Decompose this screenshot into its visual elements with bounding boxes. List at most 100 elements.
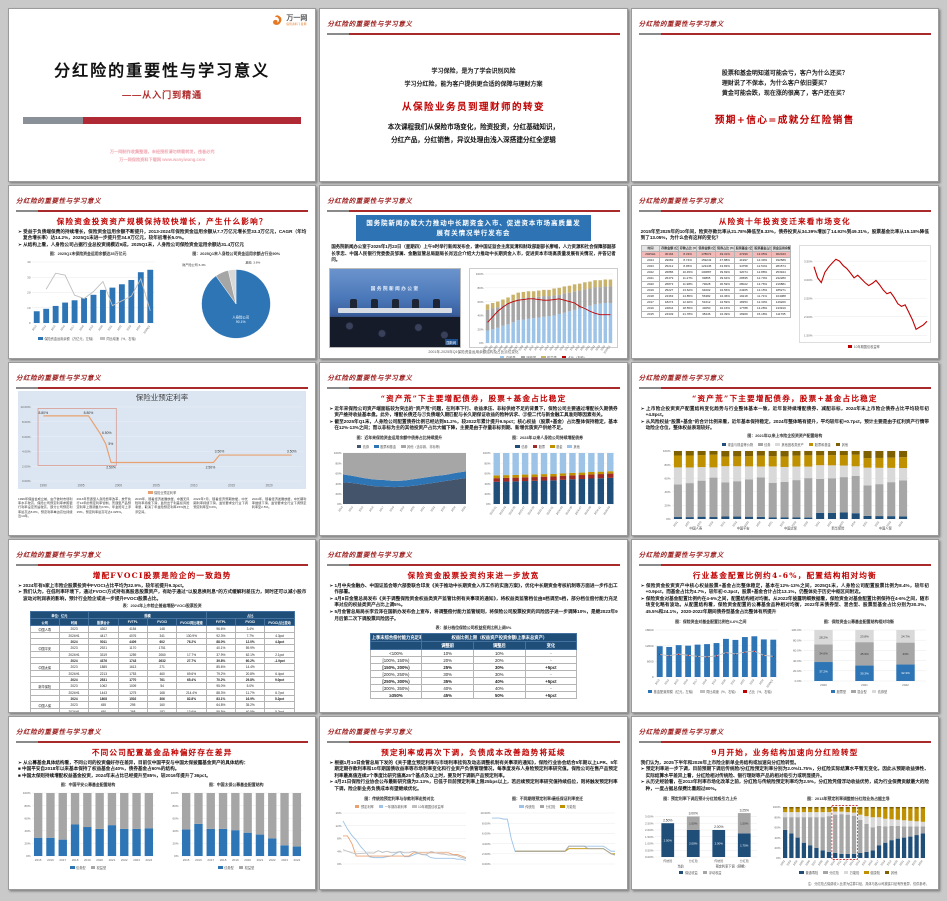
- slide-thumbnail-7[interactable]: 分红险的重要性与学习意义 保险业预定利率 0.00% 2.00% 4.00% 6.00%…: [8, 362, 317, 536]
- slide-thumbnail-1[interactable]: 万一网 保险资料下载网 分红险的重要性与学习意义 ——从入门到精通 万一网制作收…: [8, 8, 317, 182]
- svg-text:0.50%: 0.50%: [645, 848, 654, 852]
- slide-header-title: 分红险的重要性与学习意义: [327, 728, 413, 736]
- svg-text:2022: 2022: [904, 859, 911, 867]
- svg-text:2021: 2021: [672, 519, 679, 527]
- svg-text:20%: 20%: [336, 492, 342, 496]
- svg-text:2018: 2018: [569, 344, 576, 352]
- svg-text:2021: 2021: [861, 683, 868, 687]
- svg-text:6.00%: 6.00%: [22, 434, 31, 438]
- svg-text:2024: 2024: [897, 519, 904, 527]
- svg-text:2012: 2012: [538, 344, 545, 352]
- chart-caption: 图：2025Q1末人身险公司资金运用余额占行业90%: [192, 251, 281, 257]
- svg-text:2024: 2024: [599, 344, 606, 352]
- slide-title: 预定利率或再次下调，负债成本改善趋势将延续: [381, 747, 566, 757]
- slide-thumbnail-2[interactable]: 分红险的重要性与学习意义 学习保险，是为了学会识别风险 学习分红险，能为客户提供…: [319, 8, 628, 182]
- slide-thumbnail-9[interactable]: 分红险的重要性与学习意义 “资产荒”下主要增配债券，股票+基金占比稳定 ➢ 上市…: [630, 362, 939, 536]
- chart-caption: 图：2025Q1末保险资金运用余额达35万亿元: [49, 251, 127, 257]
- slide-thumbnail-13[interactable]: 分红险的重要性与学习意义 不同公司配置基金品种偏好存在差异 ➢ 从公募基金具体结…: [8, 716, 317, 890]
- slide-header-title: 分红险的重要性与学习意义: [638, 20, 724, 28]
- slide-title: 保险资金投资资产规模保持较快增长，产生什么影响？: [56, 216, 268, 226]
- svg-text:4.00%: 4.00%: [22, 449, 31, 453]
- header-rule: [638, 32, 931, 35]
- slide-thumbnail-14[interactable]: 分红险的重要性与学习意义 预定利率或再次下调，负债成本改善趋势将延续 ➢ 根据1…: [319, 716, 628, 890]
- svg-text:2015: 2015: [35, 858, 42, 862]
- deck-subtitle: ——从入门到精通: [122, 89, 203, 100]
- svg-text:2024: 2024: [450, 504, 457, 512]
- svg-text:80.0%: 80.0%: [793, 638, 802, 642]
- timeline-notes: 1996年保监会成立前，由于彼时市场利率水平较高，保险公司预定利率参照银行利率设…: [18, 497, 307, 518]
- svg-text:2024: 2024: [135, 324, 142, 332]
- svg-text:2023: 2023: [838, 519, 845, 527]
- svg-text:60%: 60%: [478, 300, 484, 304]
- chart-legend: 债券型 权益型: [166, 865, 306, 870]
- svg-text:2016: 2016: [559, 344, 566, 352]
- svg-text:▲: ▲: [658, 653, 661, 656]
- svg-text:2019: 2019: [574, 344, 581, 352]
- svg-text:2022: 2022: [684, 519, 691, 527]
- press-release-paragraph: 国务院新闻办公室于2025年1月23日（星期四）上午9时举行新闻发布会，请中国证…: [331, 244, 616, 263]
- svg-text:2020: 2020: [97, 324, 104, 332]
- statement-line: 学习分红险，能为客户提供更合适的保障与理财方案: [404, 82, 543, 89]
- slide-thumbnail-15[interactable]: 分红险的重要性与学习意义 9月开始，业务结构加速向分红险转型 我们认为，2025…: [630, 716, 939, 890]
- red-callout: 预期+信心=成就分红险销售: [714, 115, 855, 127]
- svg-text:2002: 2002: [487, 344, 494, 352]
- svg-text:0%: 0%: [337, 862, 342, 866]
- slide-thumbnail-5[interactable]: 分红险的重要性与学习意义 国务院新闻办就大力推动中长期资金入市、促进资本市场高质…: [319, 185, 628, 359]
- svg-text:2023: 2023: [790, 519, 797, 527]
- slide-header: 分红险的重要性与学习意义: [320, 540, 626, 566]
- svg-text:2022: 2022: [731, 519, 738, 527]
- svg-text:▲: ▲: [724, 651, 727, 654]
- svg-text:2021: 2021: [109, 858, 116, 862]
- slide-thumbnail-6[interactable]: 分红险的重要性与学习意义 从险资十年投资变迁来看市场变化 2015年至2025年…: [630, 185, 939, 359]
- slide-thumbnail-12[interactable]: 分红险的重要性与学习意义 行业基金配置比例约4-6%，配置结构相对均衡 ➢ 保险…: [630, 539, 939, 713]
- header-rule: [16, 563, 309, 566]
- svg-text:人身险公司: 人身险公司: [232, 315, 249, 320]
- slide-thumbnail-3[interactable]: 分红险的重要性与学习意义 股票和基金明知道可能会亏，客户为什么还买？ 理财说了不…: [630, 8, 939, 182]
- svg-text:0.00%: 0.00%: [481, 862, 490, 866]
- svg-text:28.2%: 28.2%: [819, 635, 828, 639]
- svg-text:2017: 2017: [564, 344, 571, 352]
- chart-legend: 现金与现金等价物 债券 其他固收类资产 股票和基金 其他: [641, 442, 929, 447]
- slide-thumbnail-11[interactable]: 分红险的重要性与学习意义 保险资金股票投资约束进一步放宽 ➢ 1月中央金融办、中…: [319, 539, 628, 713]
- slide-bullets: ➢ 2024年有5家上市险企股票投资中FVOCI占比平均为32.9%，较年初提升…: [18, 582, 307, 601]
- svg-text:当前: 当前: [677, 863, 684, 868]
- svg-text:2024: 2024: [294, 858, 301, 862]
- svg-text:2024-11: 2024-11: [592, 504, 601, 514]
- slide-thumbnail-4[interactable]: 分红险的重要性与学习意义 保险资金投资资产规模保持较快增长，产生什么影响？ ➢ …: [8, 185, 317, 359]
- svg-text:100%: 100%: [334, 451, 342, 455]
- chart-legend: 存款类 固收类 权益类 占比（右轴）: [471, 355, 616, 358]
- svg-text:2021: 2021: [729, 678, 736, 686]
- svg-text:3.00%: 3.00%: [645, 814, 654, 818]
- slide-header-title: 分红险的重要性与学习意义: [638, 197, 724, 205]
- svg-text:2016: 2016: [47, 858, 54, 862]
- title-divider-bar: [23, 116, 302, 124]
- svg-text:▲: ▲: [772, 655, 775, 658]
- chart-legend: 股票型 混合型 债券型: [789, 689, 929, 694]
- table-caption: 表：2024年上市险企普遍增配FVOCI股票投资: [122, 603, 202, 609]
- svg-text:8.80%: 8.80%: [84, 410, 94, 414]
- slide-header-title: 分红险的重要性与学习意义: [16, 197, 102, 205]
- svg-text:2023: 2023: [133, 858, 140, 862]
- svg-text:2004: 2004: [497, 344, 504, 352]
- svg-text:2.00%: 2.00%: [714, 825, 723, 829]
- svg-text:30.3%: 30.3%: [860, 671, 869, 675]
- svg-text:2000: 2000: [115, 483, 122, 487]
- svg-text:2025Q1: 2025Q1: [603, 344, 612, 354]
- fvoci-table: 单位：亿元 规模 占比 公司 时间 股票合计 FVTPL FVOCI FVOCI同比增速 FVTP…: [29, 611, 295, 712]
- slide-thumbnail-10[interactable]: 分红险的重要性与学习意义 增配FVOCI股票是险企的一致趋势 ➢ 2024年有5…: [8, 539, 317, 713]
- svg-text:2020: 2020: [266, 483, 273, 487]
- slide-thumbnail-8[interactable]: 分红险的重要性与学习意义 “资产荒”下主要增配债券，股票+基金占比稳定 ➢ 近年…: [319, 362, 628, 536]
- slide-header: 分红险的重要性与学习意义: [320, 363, 626, 389]
- slide-header: 分红险的重要性与学习意义: [9, 717, 315, 743]
- svg-text:40%: 40%: [774, 836, 780, 840]
- svg-text:2017: 2017: [69, 324, 76, 332]
- svg-text:40.0%: 40.0%: [793, 659, 802, 663]
- svg-text:40%: 40%: [336, 481, 342, 485]
- slide-header: 分红险的重要性与学习意义: [320, 717, 626, 743]
- course-paragraph-1: 本次课程我们从保险市场变化，险资投资，分红基础知识，: [387, 124, 560, 132]
- svg-text:80%: 80%: [484, 461, 490, 465]
- footer-site: 万一网保险资料下载网 www.wanyiwang.com: [119, 156, 206, 162]
- pingan-fund-mix-chart: 0% 20% 40% 60% 80% 100% 2015 2016 2017 2018 2019 20…: [18, 789, 158, 863]
- slide-title: 行业基金配置比例约4-6%，配置结构相对均衡: [692, 570, 877, 580]
- photo-table: [338, 307, 453, 314]
